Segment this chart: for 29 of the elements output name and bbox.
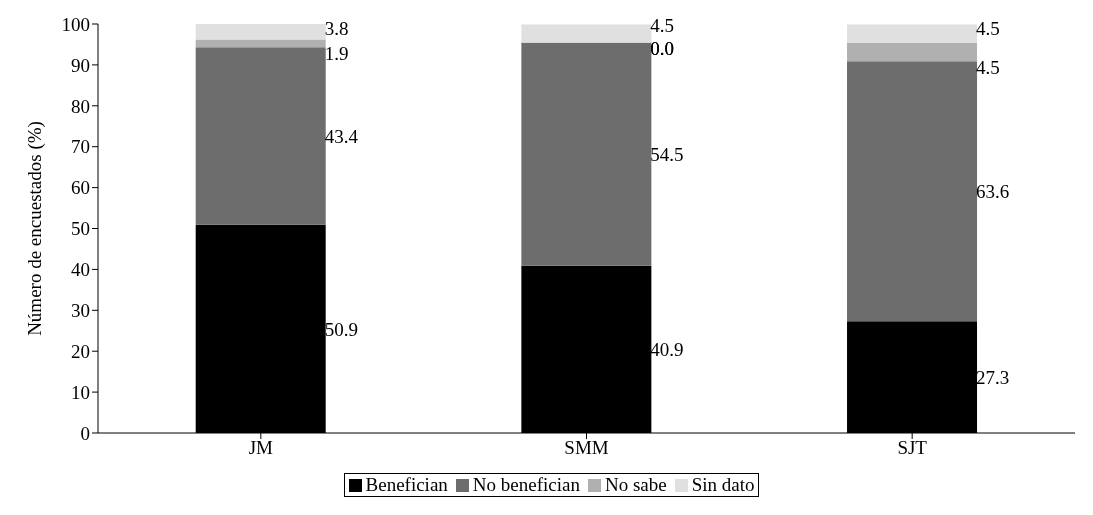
y-tick-label: 80 [71, 95, 90, 117]
legend-label: No sabe [603, 474, 667, 496]
y-tick-label: 0 [80, 422, 90, 444]
y-tick-label: 40 [71, 259, 90, 281]
data-label: 1.9 [324, 42, 349, 64]
data-label: 50.9 [324, 318, 358, 340]
data-label: 40.9 [650, 339, 684, 361]
x-tick-label: SJT [897, 437, 928, 459]
y-tick-label: 60 [71, 177, 90, 199]
data-label: 0.0 [650, 38, 675, 60]
data-label: 43.4 [324, 125, 359, 147]
y-tick-label: 20 [71, 340, 90, 362]
data-label: 4.5 [650, 15, 675, 37]
data-label: 54.5 [650, 143, 684, 165]
y-tick-label: 100 [61, 13, 90, 35]
x-tick-label: SMM [564, 437, 609, 459]
x-tick-label: JM [248, 437, 274, 459]
legend-label: No benefician [471, 474, 580, 496]
y-tick-label: 70 [71, 136, 90, 158]
data-label: 4.5 [976, 18, 1000, 40]
y-tick-label: 10 [71, 381, 90, 403]
legend-label: Sin dato [690, 474, 755, 496]
y-axis-title: Número de encuestados (%) [23, 121, 46, 336]
y-tick-label: 90 [71, 54, 90, 76]
y-tick-label: 50 [71, 218, 90, 240]
legend-label: Benefician [364, 474, 448, 496]
y-tick-label: 30 [71, 300, 90, 322]
data-label: 3.8 [324, 17, 349, 39]
data-label: 27.3 [976, 366, 1010, 388]
